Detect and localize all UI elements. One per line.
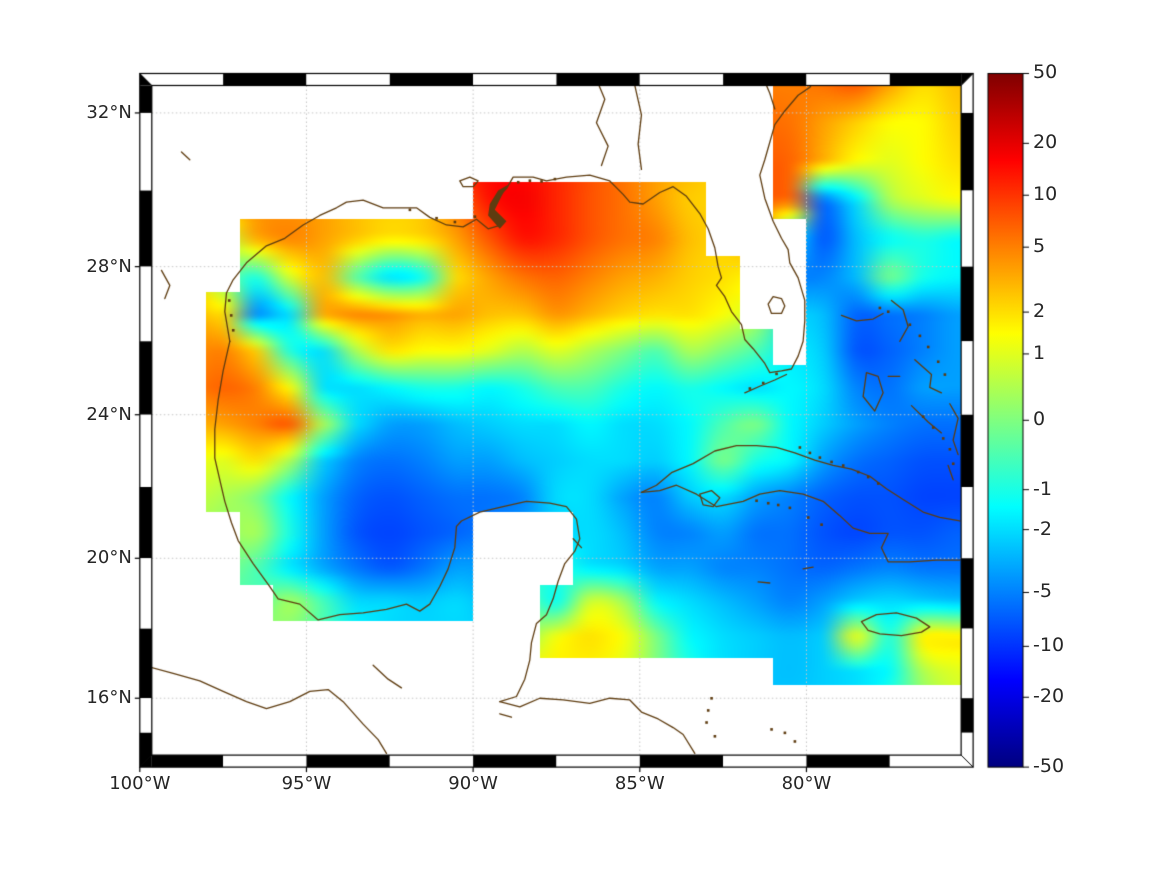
colorbar-tick-label-1: 1 — [1033, 341, 1046, 364]
y-tick-label-16n: 16°N — [86, 687, 132, 709]
colorbar-tick-label--2: -2 — [1033, 517, 1052, 540]
colorbar-tick-label-2: 2 — [1033, 300, 1046, 323]
colorbar-tick-label--20: -20 — [1033, 685, 1065, 708]
colorbar-tick-label-5: 5 — [1033, 235, 1046, 258]
x-tick-label-100w: 100°W — [109, 773, 171, 795]
x-tick-label-90w: 90°W — [448, 773, 498, 795]
x-tick-label-95w: 95°W — [281, 773, 332, 795]
colorbar-tick-label-0: 0 — [1033, 408, 1046, 431]
x-tick-label-80w: 80°W — [781, 773, 832, 795]
colorbar-tick-label--5: -5 — [1033, 580, 1052, 603]
y-tick-label-20n: 20°N — [86, 547, 132, 569]
colorbar-tick-label--1: -1 — [1033, 477, 1052, 500]
y-tick-label-28n: 28°N — [86, 255, 132, 277]
x-tick-label-85w: 85°W — [614, 773, 665, 795]
colorbar-tick-label--10: -10 — [1033, 634, 1065, 657]
colorbar-tick-label--50: -50 — [1033, 755, 1065, 778]
colorbar-tick-label-10: 10 — [1033, 183, 1058, 206]
colorbar-tick-label-20: 20 — [1033, 131, 1058, 154]
y-tick-label-32n: 32°N — [86, 101, 132, 123]
y-tick-label-24n: 24°N — [86, 403, 132, 425]
colorbar-tick-label-50: 50 — [1033, 61, 1058, 84]
